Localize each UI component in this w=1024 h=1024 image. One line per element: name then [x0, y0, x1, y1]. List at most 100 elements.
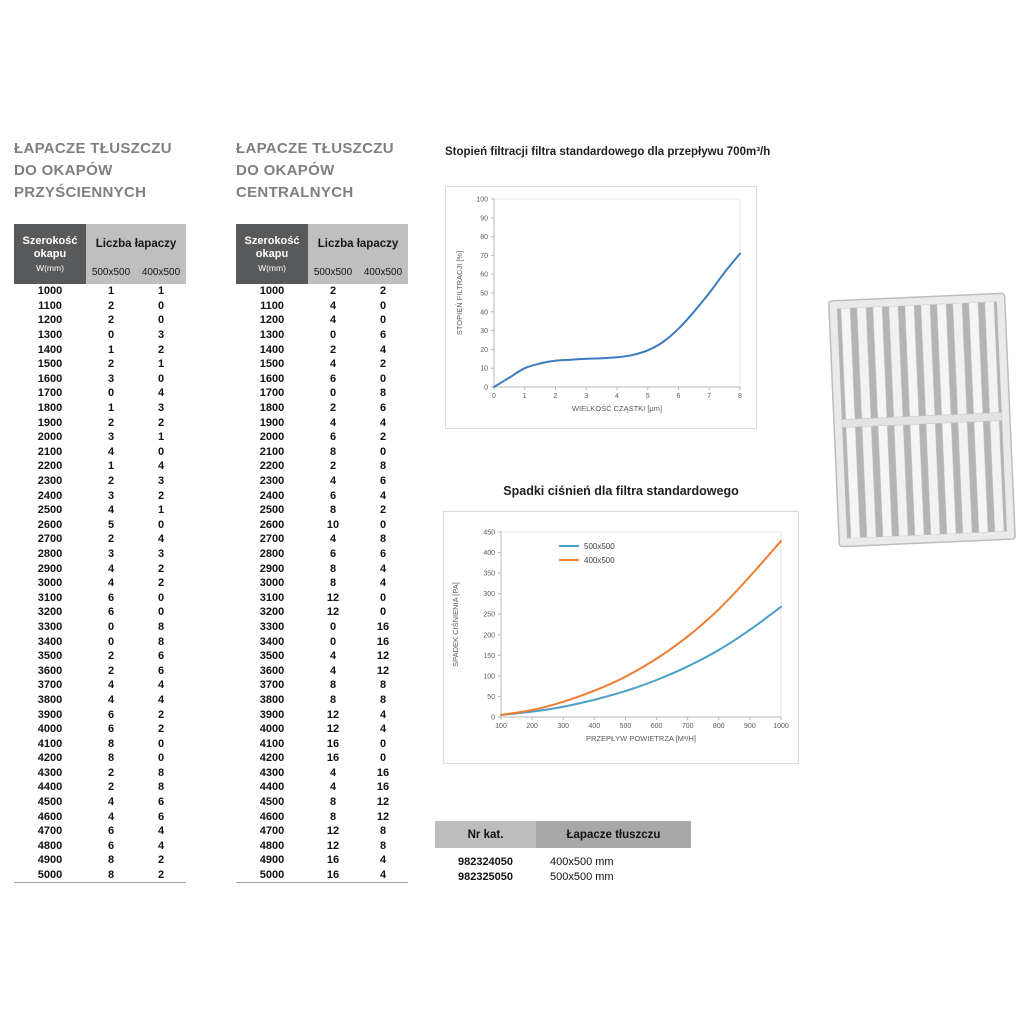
- hood-width-header-cell: Szerokość okapu W(mm): [236, 224, 308, 284]
- hood-width-value: 1500: [259, 358, 285, 371]
- filter-count-value: 0: [157, 606, 165, 619]
- hood-width-value: 1100: [38, 299, 62, 312]
- hood-width-value: 3800: [259, 693, 285, 706]
- hood-width-value: 1200: [37, 314, 63, 327]
- svg-text:600: 600: [651, 723, 663, 730]
- svg-text:40: 40: [480, 309, 488, 316]
- filter-count-value: 2: [157, 489, 165, 502]
- filter-count-value: 0: [157, 591, 165, 604]
- table-row: 3700 4 4: [14, 678, 186, 693]
- filter-count-value: 0: [329, 329, 337, 342]
- filter-count-value: 4: [329, 314, 337, 327]
- table-row: 4500 4 6: [14, 795, 186, 810]
- wall-hood-filter-table: Szerokość okapu W(mm) Liczba łapaczy 500…: [14, 224, 186, 884]
- filter-count-value: 6: [107, 591, 115, 604]
- table-body: 1000 1 1 1100 2 0 1200 2 0 1300 0 3 1400 1 2 1500 2 1 1600…: [14, 284, 186, 884]
- hood-width-value: 4000: [259, 723, 285, 736]
- table-row: 4600 4 6: [14, 809, 186, 824]
- table-row: 1000 1 1: [14, 284, 186, 299]
- filter-count-value: 0: [157, 299, 165, 312]
- filter-count-value: 4: [107, 810, 115, 823]
- svg-text:700: 700: [682, 723, 694, 730]
- hood-width-value: 3200: [37, 606, 63, 619]
- table-row: 5000 8 2: [14, 868, 186, 883]
- title-line: CENTRALNYCH: [236, 183, 354, 201]
- svg-text:10: 10: [480, 366, 488, 373]
- hood-width-value: 2300: [37, 475, 63, 488]
- pressure-drop-chart-section: Spadki ciśnień dla filtra standardowego …: [443, 484, 799, 764]
- filter-count-value: 1: [157, 504, 165, 517]
- hood-width-value: 1300: [259, 329, 285, 342]
- pressure-drop-chart: 0 50 100 150 200 250 300 350 400 450 100 200 300 400 5…: [443, 511, 799, 764]
- title-line: DO OKAPÓW: [236, 161, 335, 179]
- table-row: 2700 2 4: [14, 532, 186, 547]
- filter-count-value: 6: [157, 650, 165, 663]
- filter-size-500x500-header: 500x500: [313, 267, 353, 278]
- table-row: 3500 4 12: [236, 649, 408, 664]
- filter-count-value: 8: [379, 387, 387, 400]
- filter-count-value: 4: [329, 299, 337, 312]
- hood-width-value: 1100: [260, 299, 284, 312]
- table-row: 3200 6 0: [14, 605, 186, 620]
- filter-count-value: 2: [107, 650, 115, 663]
- filter-count-value: 0: [379, 752, 387, 765]
- filter-count-value: 0: [157, 314, 165, 327]
- table-row: 3500 2 6: [14, 649, 186, 664]
- table-row: 3400 0 16: [236, 634, 408, 649]
- table-row: 4400 2 8: [14, 780, 186, 795]
- filter-count-value: 12: [376, 796, 390, 809]
- table-row: 1200 2 0: [14, 313, 186, 328]
- filter-count-value: 8: [379, 825, 387, 838]
- svg-text:80: 80: [480, 234, 488, 241]
- table-row: 1800 1 3: [14, 401, 186, 416]
- filter-count-value: 6: [107, 723, 115, 736]
- table-row: 2500 8 2: [236, 503, 408, 518]
- table-row: 4900 8 2: [14, 853, 186, 868]
- filter-count-value: 4: [107, 796, 115, 809]
- svg-text:800: 800: [713, 723, 725, 730]
- hood-width-value: 4800: [37, 839, 63, 852]
- filter-count-value: 6: [157, 664, 165, 677]
- svg-text:100: 100: [483, 673, 495, 680]
- svg-text:7: 7: [707, 393, 711, 400]
- hood-width-value: 3500: [37, 650, 63, 663]
- filter-count-value: 3: [107, 431, 115, 444]
- filter-count-value: 2: [157, 577, 165, 590]
- filter-count-value: 16: [376, 620, 390, 633]
- hood-width-value: 1700: [259, 387, 285, 400]
- svg-text:4: 4: [615, 393, 619, 400]
- hood-width-value: 2100: [37, 445, 63, 458]
- table-row: 4200 16 0: [236, 751, 408, 766]
- filter-count-value: 4: [107, 577, 115, 590]
- filter-count-value: 8: [329, 796, 337, 809]
- svg-text:0: 0: [484, 385, 488, 392]
- hood-width-value: 3300: [259, 620, 285, 633]
- table-row: 4600 8 12: [236, 809, 408, 824]
- hood-width-value: 4600: [37, 810, 63, 823]
- filter-count-value: 6: [379, 402, 387, 415]
- filter-count-value: 4: [157, 693, 165, 706]
- filter-count-value: 4: [157, 679, 165, 692]
- filter-count-value: 0: [107, 635, 115, 648]
- table-row: 4000 12 4: [236, 722, 408, 737]
- svg-text:20: 20: [480, 347, 488, 354]
- hood-width-value: 3700: [259, 679, 285, 692]
- filter-count-value: 2: [107, 358, 115, 371]
- filter-count-value: 0: [379, 445, 387, 458]
- filter-count-value: 3: [107, 372, 115, 385]
- svg-text:450: 450: [483, 530, 495, 537]
- table-row: 2800 3 3: [14, 547, 186, 562]
- filter-count-value: 2: [379, 431, 387, 444]
- table-row: 4800 6 4: [14, 839, 186, 854]
- hood-width-value: 3400: [37, 635, 63, 648]
- table-row: 1200 4 0: [236, 313, 408, 328]
- table-row: 1100 2 0: [14, 299, 186, 314]
- svg-text:150: 150: [483, 653, 495, 660]
- filtration-chart-title: Stopień filtracji filtra standardowego d…: [445, 146, 771, 158]
- svg-text:200: 200: [483, 632, 495, 639]
- filter-count-value: 6: [379, 329, 387, 342]
- filter-count-value: 4: [379, 577, 387, 590]
- filter-count-value: 2: [107, 766, 115, 779]
- filter-count-value: 4: [379, 708, 387, 721]
- table-row: 3100 12 0: [236, 590, 408, 605]
